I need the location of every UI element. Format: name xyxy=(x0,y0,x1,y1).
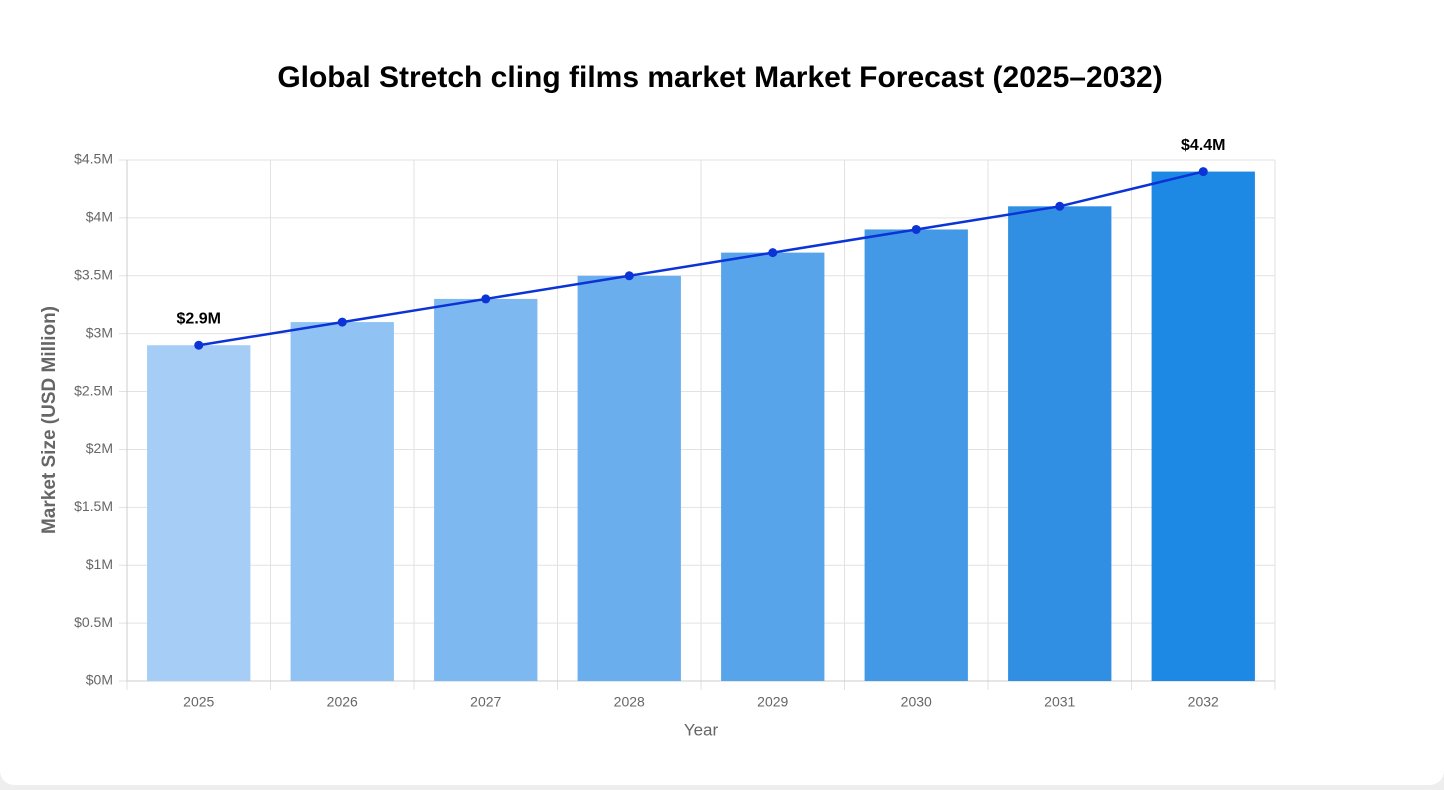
y-axis-title: Market Size (USD Million) xyxy=(39,306,60,534)
y-tick-label: $4M xyxy=(86,209,113,225)
y-tick-label: $0M xyxy=(86,672,113,688)
y-tick-label: $2M xyxy=(86,440,113,456)
trend-point xyxy=(194,340,204,350)
x-tick-label: 2031 xyxy=(1044,694,1075,710)
value-label: $2.9M xyxy=(177,310,221,327)
bar xyxy=(1151,171,1255,682)
y-tick-label: $3M xyxy=(86,324,113,340)
x-tick-label: 2032 xyxy=(1188,694,1219,710)
x-tick-label: 2030 xyxy=(901,694,932,710)
trend-point xyxy=(337,317,347,327)
bar xyxy=(577,275,681,681)
bar xyxy=(864,229,968,681)
trend-point xyxy=(768,248,778,258)
x-tick-label: 2025 xyxy=(183,694,214,710)
x-axis-title: Year xyxy=(684,720,719,739)
y-tick-label: $3.5M xyxy=(74,266,113,282)
x-tick-label: 2026 xyxy=(327,694,358,710)
y-tick-label: $1.5M xyxy=(74,498,113,514)
trend-point xyxy=(624,271,634,281)
y-tick-label: $4.5M xyxy=(74,151,113,167)
trend-point xyxy=(911,224,921,234)
bar xyxy=(290,322,394,681)
trend-line xyxy=(198,170,1204,347)
x-tick-label: 2027 xyxy=(470,694,501,710)
trend-point xyxy=(1198,167,1208,177)
bar xyxy=(721,252,825,681)
y-tick-label: $0.5M xyxy=(74,614,113,630)
y-tick-label: $1M xyxy=(86,556,113,572)
trend-point xyxy=(1055,201,1065,211)
value-label: $4.4M xyxy=(1181,137,1225,154)
x-tick-label: 2028 xyxy=(614,694,645,710)
x-tick-label: 2029 xyxy=(757,694,788,710)
bar xyxy=(434,298,538,681)
trend-point xyxy=(481,294,491,304)
y-tick-label: $2.5M xyxy=(74,382,113,398)
chart-title: Global Stretch cling films market Market… xyxy=(277,61,1162,94)
bar xyxy=(147,345,251,681)
bar xyxy=(1008,206,1112,682)
